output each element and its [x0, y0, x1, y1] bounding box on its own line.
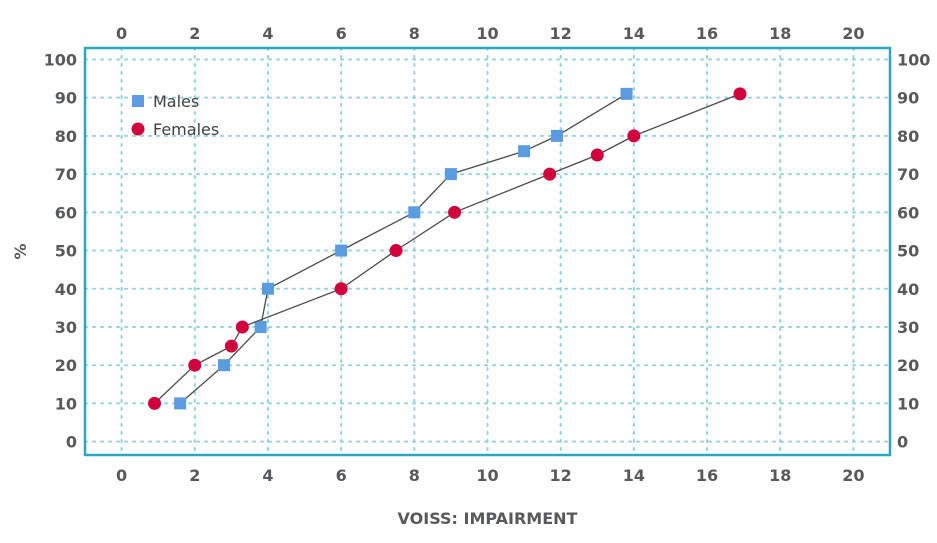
x-tick-label-bottom: 8: [409, 466, 420, 485]
data-point-females: [543, 167, 557, 181]
data-point-males: [518, 145, 531, 158]
data-point-females: [590, 148, 604, 162]
series-line-females: [154, 93, 741, 404]
x-tick-label-bottom: 14: [623, 466, 645, 485]
data-point-females: [448, 205, 462, 219]
data-point-females: [224, 339, 238, 353]
x-tick-label-bottom: 6: [336, 466, 347, 485]
x-tick-label-top: 18: [769, 24, 791, 43]
data-point-males: [335, 244, 348, 257]
x-tick-label-top: 0: [116, 24, 127, 43]
legend-label-males: Males: [153, 92, 199, 111]
data-point-females: [235, 320, 249, 334]
y-tick-label-left: 30: [55, 318, 77, 337]
data-point-males: [620, 87, 633, 100]
x-tick-label-top: 2: [189, 24, 200, 43]
series-females: [148, 87, 747, 410]
data-point-males: [254, 320, 267, 333]
x-tick-label-bottom: 18: [769, 466, 791, 485]
y-tick-label-left: 0: [66, 433, 77, 452]
data-point-males: [444, 168, 457, 181]
x-tick-label-top: 6: [336, 24, 347, 43]
y-tick-label-right: 30: [897, 318, 919, 337]
x-tick-label-top: 8: [409, 24, 420, 43]
y-tick-label-right: 0: [897, 433, 908, 452]
x-tick-label-top: 14: [623, 24, 645, 43]
y-tick-label-right: 90: [897, 89, 919, 108]
series-line-males: [179, 93, 627, 404]
x-tick-label-top: 4: [262, 24, 273, 43]
tick-labels: 0 0 2 2 4 4 6 6 8 8 10 10 12 12 14 14 16 16 18 18 20 20 0 0 10 10…: [44, 24, 931, 485]
x-tick-label-bottom: 10: [476, 466, 498, 485]
y-tick-label-left: 10: [55, 394, 77, 413]
x-tick-label-bottom: 20: [842, 466, 864, 485]
data-point-males: [261, 282, 274, 295]
x-axis-label: VOISS: IMPAIRMENT: [398, 509, 578, 528]
legend-marker-females: [131, 122, 145, 136]
grid-lines: [84, 47, 891, 456]
data-point-females: [389, 244, 403, 258]
data-point-males: [551, 129, 564, 142]
y-tick-label-right: 40: [897, 280, 919, 299]
x-tick-label-top: 20: [842, 24, 864, 43]
y-tick-label-right: 50: [897, 242, 919, 261]
y-tick-label-right: 60: [897, 203, 919, 222]
data-point-males: [174, 397, 187, 410]
x-tick-label-top: 10: [476, 24, 498, 43]
series-males: [174, 87, 633, 410]
y-tick-label-left: 90: [55, 89, 77, 108]
y-tick-label-left: 40: [55, 280, 77, 299]
x-tick-label-bottom: 4: [262, 466, 273, 485]
y-tick-label-right: 80: [897, 127, 919, 146]
x-tick-label-bottom: 0: [116, 466, 127, 485]
data-point-females: [733, 87, 747, 101]
x-tick-label-bottom: 2: [189, 466, 200, 485]
y-tick-label-right: 100: [897, 50, 930, 69]
data-point-females: [334, 282, 348, 296]
y-tick-label-left: 20: [55, 356, 77, 375]
legend-marker-males: [132, 95, 144, 107]
y-tick-label-left: 80: [55, 127, 77, 146]
data-point-males: [218, 359, 231, 372]
series: [148, 87, 747, 410]
data-point-males: [408, 206, 421, 219]
y-tick-label-left: 100: [44, 50, 77, 69]
y-tick-label-left: 60: [55, 203, 77, 222]
x-tick-label-bottom: 16: [696, 466, 718, 485]
y-tick-label-left: 50: [55, 242, 77, 261]
x-tick-label-top: 16: [696, 24, 718, 43]
x-tick-label-top: 12: [550, 24, 572, 43]
y-tick-label-right: 10: [897, 394, 919, 413]
y-axis-label: %: [11, 243, 30, 259]
data-point-females: [148, 396, 162, 410]
legend: Males Females: [131, 92, 219, 139]
plot-frame: [83, 46, 892, 457]
y-tick-label-right: 20: [897, 356, 919, 375]
y-tick-label-right: 70: [897, 165, 919, 184]
data-point-females: [188, 358, 202, 372]
x-tick-label-bottom: 12: [550, 466, 572, 485]
y-tick-label-left: 70: [55, 165, 77, 184]
data-point-females: [627, 129, 641, 143]
legend-label-females: Females: [153, 120, 219, 139]
